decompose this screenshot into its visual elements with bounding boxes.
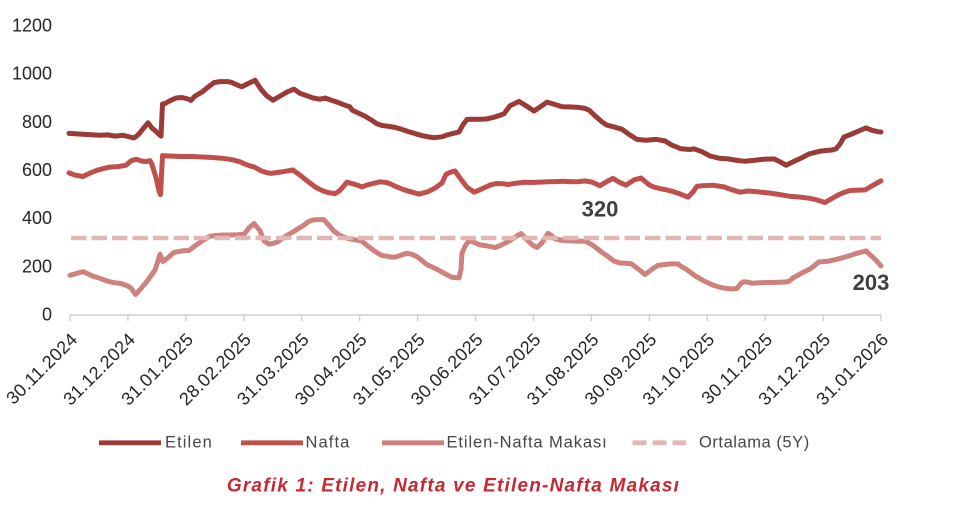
svg-text:Grafik 1: Etilen, Nafta ve Eti: Grafik 1: Etilen, Nafta ve Etilen-Nafta … xyxy=(227,476,680,497)
svg-text:Nafta: Nafta xyxy=(306,434,351,452)
svg-text:203: 203 xyxy=(853,270,890,295)
svg-text:Ortalama (5Y): Ortalama (5Y) xyxy=(699,434,810,452)
svg-text:600: 600 xyxy=(22,160,52,180)
svg-text:1200: 1200 xyxy=(12,16,52,36)
svg-text:0: 0 xyxy=(42,305,52,325)
svg-text:200: 200 xyxy=(22,256,52,276)
svg-text:Etilen: Etilen xyxy=(165,434,213,452)
svg-text:800: 800 xyxy=(22,112,52,132)
svg-text:Etilen-Nafta Makası: Etilen-Nafta Makası xyxy=(447,434,608,452)
svg-text:400: 400 xyxy=(22,208,52,228)
svg-text:1000: 1000 xyxy=(12,64,52,84)
svg-text:320: 320 xyxy=(582,197,619,222)
